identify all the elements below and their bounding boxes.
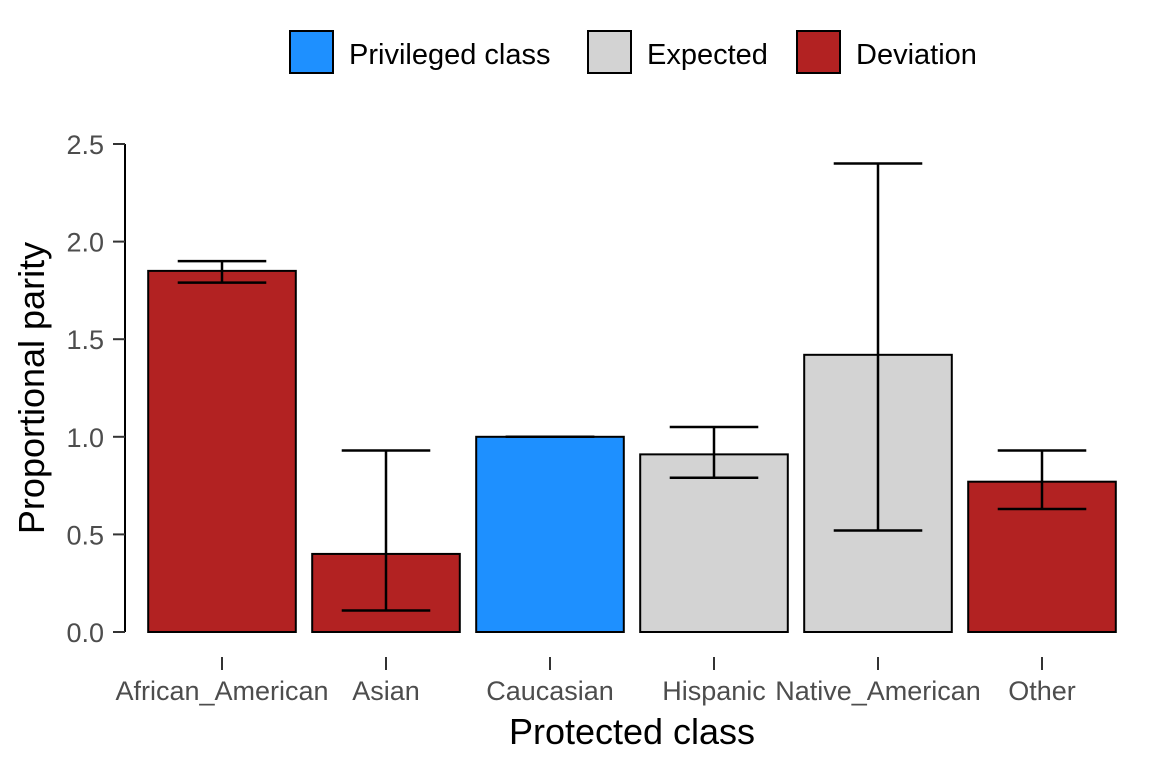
error-bar <box>341 449 431 612</box>
legend-swatch-deviation <box>796 30 841 74</box>
y-tick-label: 0.0 <box>66 618 104 648</box>
y-tick-label: 0.5 <box>66 520 104 550</box>
x-tick-label: Native_American <box>775 676 981 706</box>
legend-label-privileged: Privileged class <box>349 39 550 71</box>
y-tick-label: 2.5 <box>66 130 104 160</box>
x-tick-label: African_American <box>115 676 328 706</box>
y-axis-title: Proportional parity <box>11 242 52 534</box>
bar <box>147 269 297 633</box>
x-axis-title: Protected class <box>509 711 755 752</box>
y-axis: 0.0 0.5 1.0 1.5 2.0 2.5 <box>66 130 126 648</box>
legend-label-deviation: Deviation <box>856 39 977 71</box>
legend-label-expected: Expected <box>647 39 768 71</box>
x-axis: African_American Asian Caucasian Hispanic Na… <box>115 657 1076 706</box>
x-tick-label: Caucasian <box>486 676 614 706</box>
x-tick-label: Hispanic <box>662 676 766 706</box>
error-bar <box>833 162 923 532</box>
legend-swatch-expected <box>587 30 632 74</box>
error-bars <box>177 162 1087 612</box>
x-tick-label: Asian <box>352 676 420 706</box>
legend-swatch-privileged <box>289 30 334 74</box>
error-bar <box>997 449 1087 511</box>
y-tick-label: 1.0 <box>66 423 104 453</box>
error-bar <box>669 425 759 480</box>
bar <box>639 453 789 634</box>
legend: Privileged class Expected Deviation <box>289 30 977 74</box>
error-bar <box>177 259 267 284</box>
bar <box>475 435 625 633</box>
bars <box>147 269 1117 634</box>
y-tick-label: 2.0 <box>66 228 104 258</box>
x-tick-label: Other <box>1008 676 1076 706</box>
y-tick-label: 1.5 <box>66 325 104 355</box>
